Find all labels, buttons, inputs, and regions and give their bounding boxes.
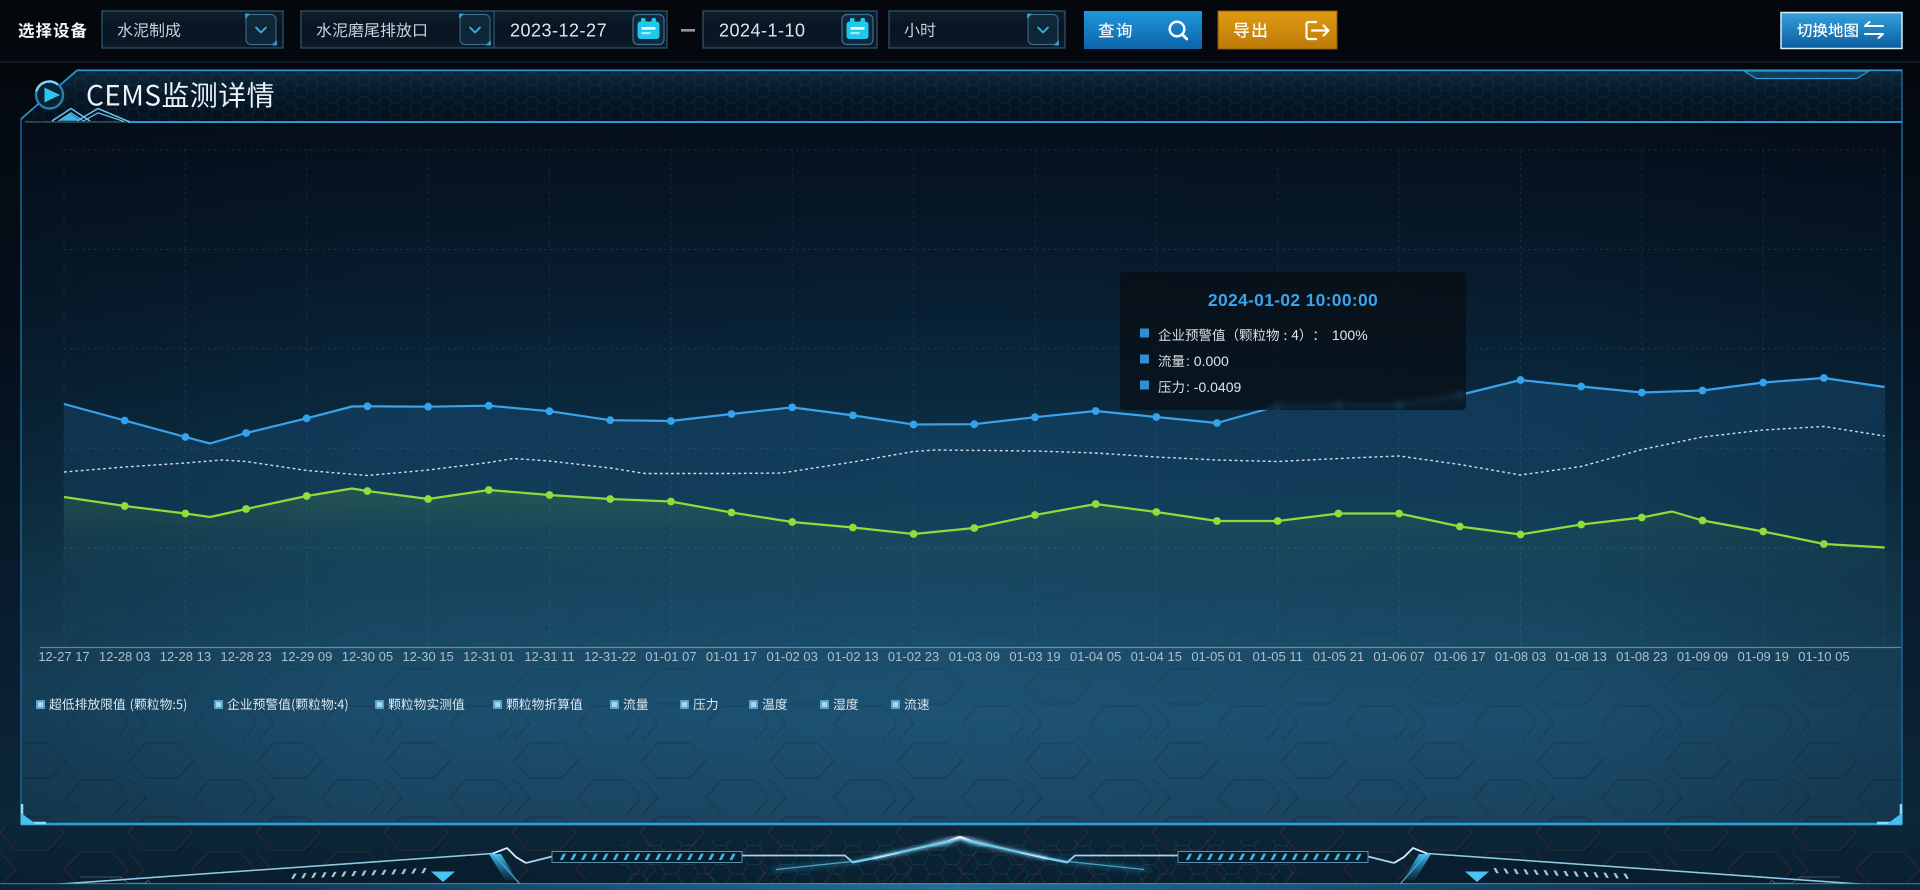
svg-text:2023-12-27: 2023-12-27 (510, 21, 607, 41)
svg-text:2024-01-02 10:00:00: 2024-01-02 10:00:00 (1208, 290, 1378, 310)
svg-text:12-28 23: 12-28 23 (220, 649, 271, 664)
svg-text:01-08 13: 01-08 13 (1556, 649, 1607, 664)
svg-text:12-28 03: 12-28 03 (99, 649, 150, 664)
svg-text:12-29 09: 12-29 09 (281, 649, 332, 664)
svg-text:01-04 15: 01-04 15 (1131, 649, 1182, 664)
svg-text:01-03 09: 01-03 09 (949, 649, 1000, 664)
svg-text:12-31-22: 12-31-22 (584, 649, 636, 664)
svg-text:12-30 15: 12-30 15 (402, 649, 453, 664)
svg-text:: -0.0409: : -0.0409 (1186, 379, 1241, 395)
svg-text:2024-1-10: 2024-1-10 (719, 21, 806, 41)
svg-text:01-02 13: 01-02 13 (827, 649, 878, 664)
svg-text:01-09 09: 01-09 09 (1677, 649, 1728, 664)
svg-text:01-01 07: 01-01 07 (645, 649, 696, 664)
svg-text:01-01 17: 01-01 17 (706, 649, 757, 664)
svg-text:12-31 11: 12-31 11 (524, 649, 574, 664)
svg-text:01-05 01: 01-05 01 (1191, 649, 1242, 664)
svg-text:12-31 01: 12-31 01 (463, 649, 514, 664)
svg-text:01-10 05: 01-10 05 (1798, 649, 1849, 664)
svg-text:01-02 03: 01-02 03 (767, 649, 818, 664)
svg-text:01-06 07: 01-06 07 (1373, 649, 1424, 664)
svg-text:12-28 13: 12-28 13 (160, 649, 211, 664)
svg-text:12-30 05: 12-30 05 (342, 649, 393, 664)
svg-text:100%: 100% (1332, 327, 1368, 343)
svg-text:01-05 11: 01-05 11 (1253, 649, 1303, 664)
svg-text:: 0.000: : 0.000 (1186, 353, 1229, 369)
svg-text:01-02 23: 01-02 23 (888, 649, 939, 664)
svg-text:01-08 03: 01-08 03 (1495, 649, 1546, 664)
svg-text:01-08 23: 01-08 23 (1616, 649, 1667, 664)
svg-text:01-03 19: 01-03 19 (1009, 649, 1060, 664)
svg-text:01-09 19: 01-09 19 (1738, 649, 1789, 664)
svg-text:01-05 21: 01-05 21 (1313, 649, 1364, 664)
svg-text:01-04 05: 01-04 05 (1070, 649, 1121, 664)
svg-text:01-06 17: 01-06 17 (1434, 649, 1485, 664)
svg-text:12-27 17: 12-27 17 (38, 649, 89, 664)
